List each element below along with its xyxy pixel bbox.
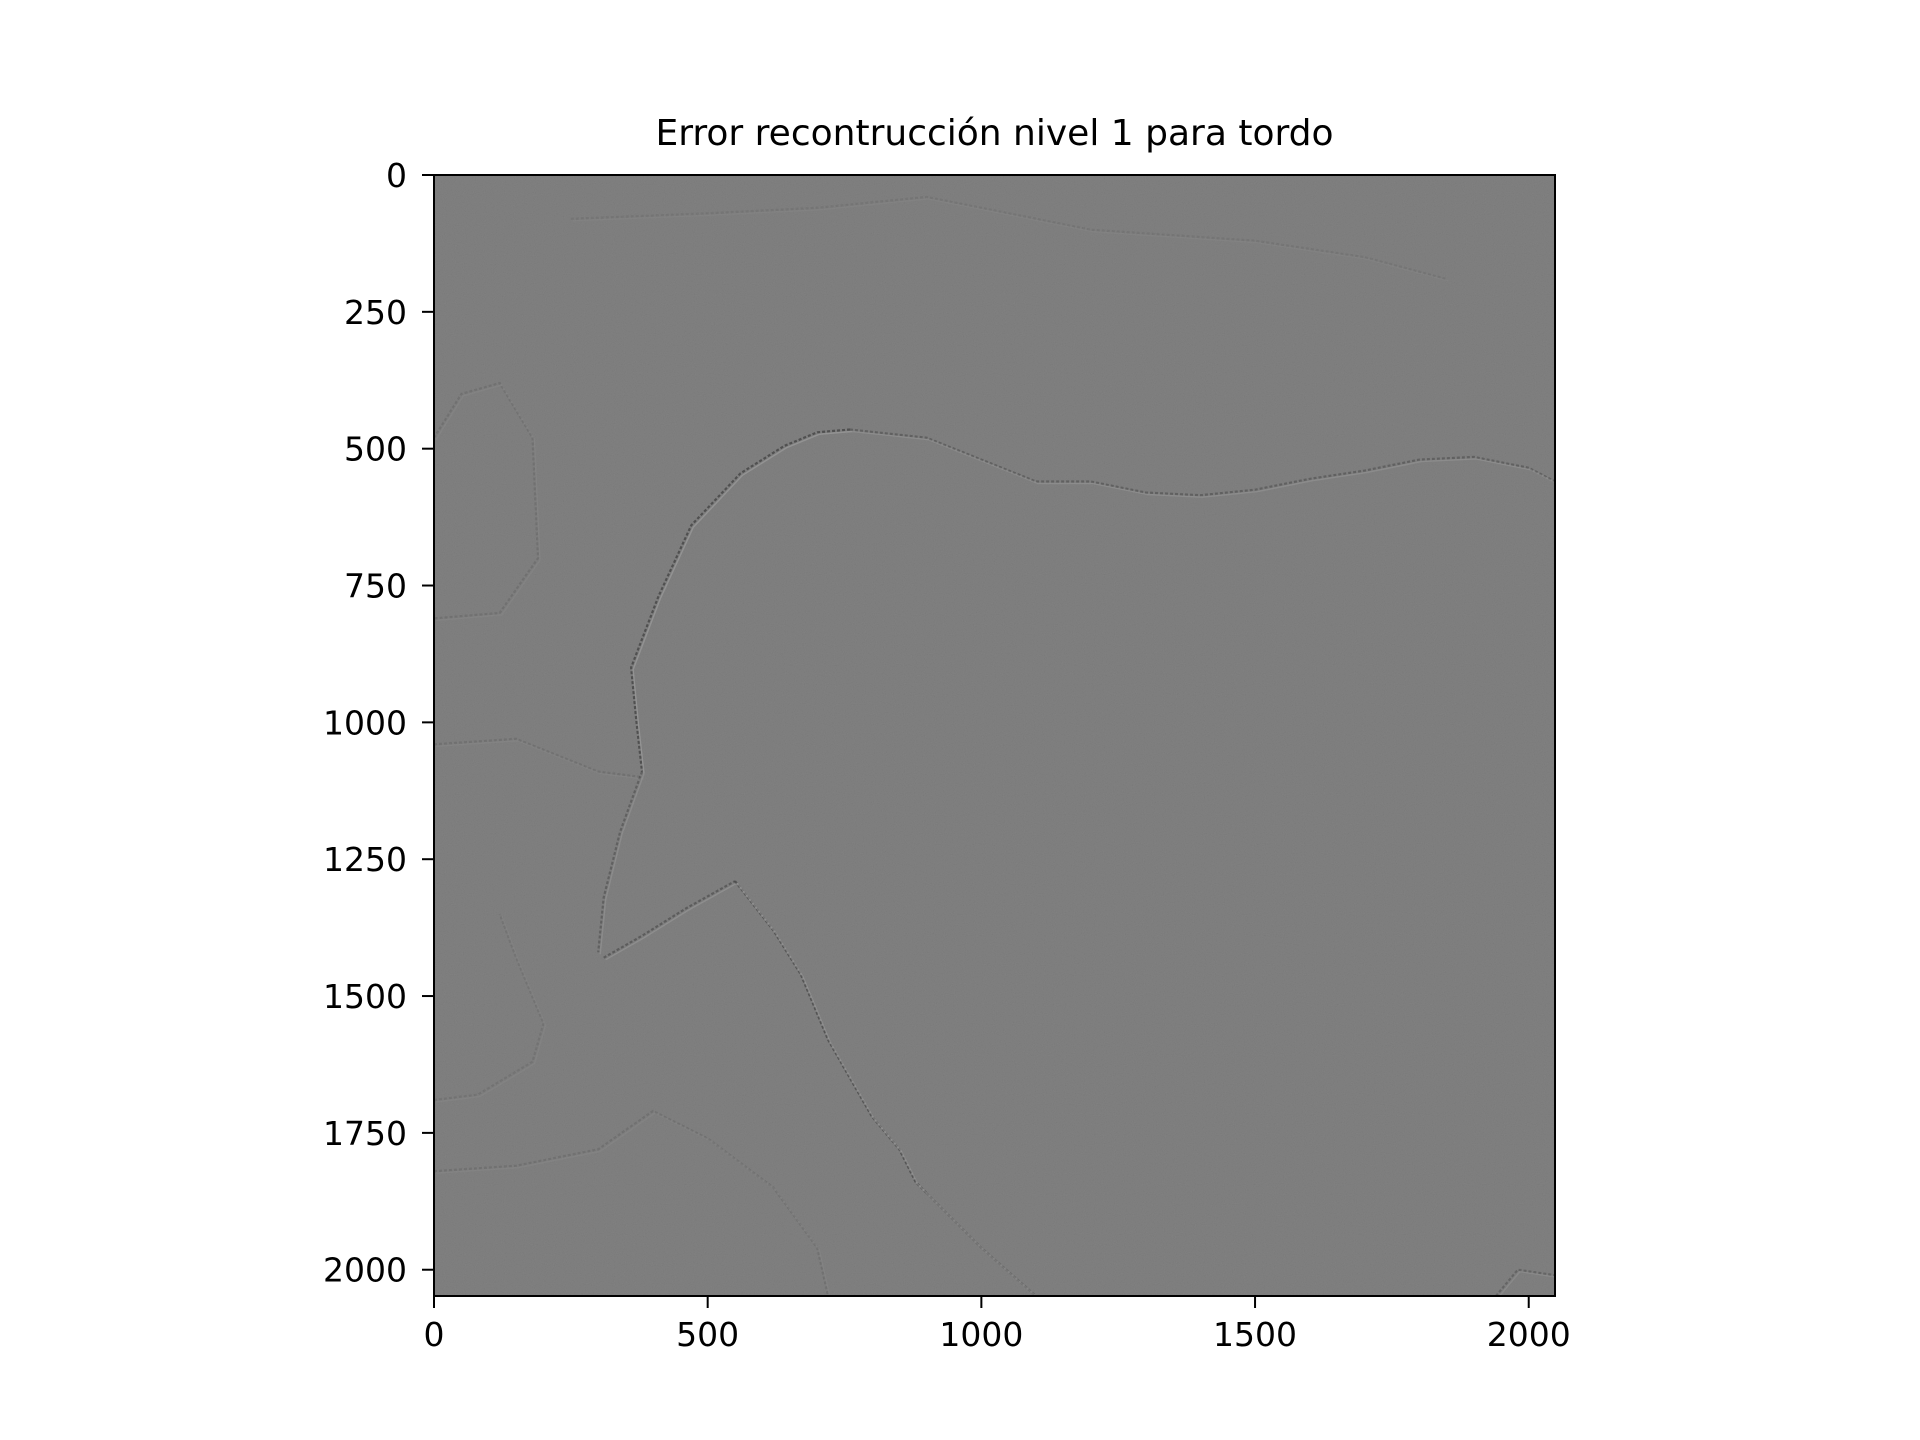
y-tick-label-1500: 1500 [323, 977, 407, 1016]
y-tick-label-750: 750 [344, 567, 407, 606]
edge-top-background-line [570, 195, 1447, 281]
edge-highlight-bird-top-edge [851, 430, 1555, 498]
edge-left-bottom-panel [434, 1109, 830, 1296]
edge-highlight-left-mid-panel [435, 915, 547, 1103]
edge-left-mid-panel [434, 913, 545, 1102]
y-tick-label-1250: 1250 [323, 840, 407, 879]
plot-frame [433, 174, 1556, 1297]
edge-highlight-bird-body-lower-edge [736, 882, 930, 1196]
edge-bottom-right-corner [1495, 1268, 1555, 1296]
x-tick-label-1000: 1000 [939, 1315, 1023, 1354]
y-tick-label-500: 500 [344, 430, 407, 469]
edge-bird-top-edge [849, 428, 1555, 497]
edge-highlight-top-background-line [572, 198, 1449, 282]
x-tick-label-2000: 2000 [1487, 1315, 1571, 1354]
edge-bird-throat-edge [597, 771, 644, 953]
edge-left-background-panel [434, 381, 540, 620]
edge-bird-body-lower-edge [734, 880, 928, 1194]
edge-left-lower-panel [434, 737, 643, 779]
edge-highlight-bird-head-back-edge [632, 430, 853, 774]
y-tick-label-2000: 2000 [323, 1251, 407, 1290]
y-tick-label-0: 0 [386, 156, 407, 195]
edge-highlight-left-bottom-panel [435, 1112, 831, 1296]
x-tick-label-1500: 1500 [1213, 1315, 1297, 1354]
y-axis: 0 250 500 750 1000 1250 1500 1750 2000 [323, 156, 434, 1290]
y-tick-label-250: 250 [344, 293, 407, 332]
plot-area [433, 174, 1556, 1297]
edge-highlight-left-background-panel [435, 384, 541, 622]
edge-bird-head-back-edge [629, 428, 851, 772]
image-noise [434, 175, 1555, 1296]
edge-highlight-bird-beak-lower-edge [605, 882, 738, 961]
x-axis: 0 500 1000 1500 2000 [424, 1296, 1571, 1354]
chart-title: Error recontrucción nivel 1 para tordo [655, 113, 1333, 154]
edge-highlight-branch-edge-a [928, 1194, 1037, 1296]
edge-highlight-bottom-right-corner [1498, 1270, 1555, 1296]
y-tick-label-1750: 1750 [323, 1114, 407, 1153]
edge-highlight-left-lower-panel [435, 740, 645, 780]
y-tick-label-1000: 1000 [323, 703, 407, 742]
edge-branch-edge-a [925, 1192, 1037, 1296]
edges-layer [434, 195, 1555, 1296]
edge-bird-beak-lower-edge [603, 880, 736, 959]
x-tick-label-500: 500 [676, 1315, 739, 1354]
x-tick-label-0: 0 [424, 1315, 445, 1354]
edge-highlight-bird-throat-edge [599, 773, 645, 955]
